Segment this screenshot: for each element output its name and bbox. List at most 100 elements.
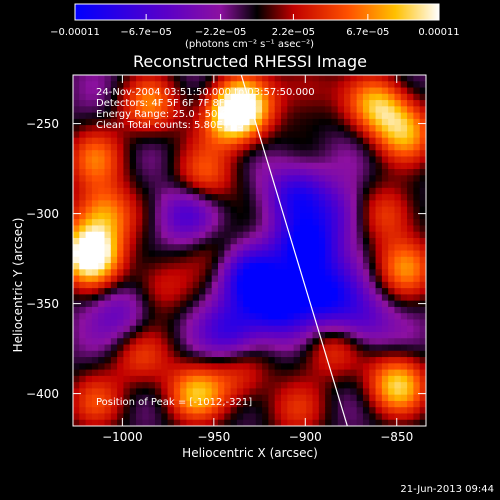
heatmap-cell: [369, 375, 377, 383]
heatmap-cell: [91, 363, 99, 371]
heatmap-cell: [381, 244, 389, 252]
heatmap-cell: [230, 143, 238, 151]
heatmap-cell: [85, 187, 93, 195]
heatmap-cell: [262, 156, 270, 164]
heatmap-cell: [243, 156, 251, 164]
heatmap-cell: [400, 338, 408, 346]
heatmap-cell: [129, 407, 137, 415]
heatmap-cell: [243, 363, 251, 371]
heatmap-cell: [325, 187, 333, 195]
heatmap-cell: [154, 231, 162, 239]
heatmap-cell: [192, 194, 200, 201]
heatmap-cell: [117, 288, 125, 295]
heatmap-cell: [110, 206, 118, 214]
heatmap-cell: [136, 363, 143, 371]
heatmap-cell: [356, 250, 364, 258]
heatmap-cell: [199, 350, 206, 358]
heatmap-cell: [337, 288, 345, 295]
heatmap-cell: [299, 338, 307, 346]
heatmap-cell: [186, 75, 194, 82]
heatmap-cell: [362, 388, 370, 396]
heatmap-cell: [154, 388, 162, 396]
heatmap-cell: [388, 106, 396, 114]
heatmap-cell: [356, 331, 364, 339]
heatmap-cell: [123, 212, 131, 220]
heatmap-cell: [249, 294, 257, 302]
heatmap-cell: [148, 131, 156, 139]
heatmap-cell: [413, 382, 421, 389]
heatmap-cell: [388, 187, 396, 195]
heatmap-cell: [293, 388, 301, 396]
heatmap-cell: [224, 325, 232, 333]
heatmap-cell: [249, 225, 257, 233]
heatmap-cell: [236, 187, 244, 195]
heatmap-cell: [129, 400, 137, 408]
heatmap-cell: [230, 388, 238, 396]
heatmap-cell: [98, 93, 106, 101]
heatmap-cell: [337, 206, 345, 214]
heatmap-cell: [91, 175, 99, 183]
heatmap-cell: [173, 143, 181, 151]
heatmap-cell: [91, 288, 99, 295]
heatmap-cell: [104, 269, 112, 277]
heatmap-cell: [79, 294, 87, 302]
heatmap-cell: [419, 112, 426, 120]
heatmap-cell: [79, 112, 87, 120]
heatmap-cell: [110, 263, 118, 270]
heatmap-cell: [236, 275, 244, 283]
heatmap-cell: [192, 250, 200, 258]
heatmap-cell: [356, 137, 364, 145]
heatmap-cell: [129, 118, 137, 126]
heatmap-cell: [337, 344, 345, 352]
heatmap-cell: [381, 350, 389, 358]
chart-title: Reconstructed RHESSI Image: [133, 52, 367, 71]
heatmap-cell: [413, 118, 421, 126]
heatmap-cell: [344, 106, 351, 114]
heatmap-cell: [419, 231, 426, 239]
heatmap-cell: [98, 81, 106, 89]
heatmap-cell: [281, 363, 288, 371]
heatmap-cell: [419, 382, 426, 389]
heatmap-cell: [419, 288, 426, 295]
heatmap-cell: [325, 250, 333, 258]
heatmap-cell: [249, 388, 257, 396]
heatmap-cell: [173, 137, 181, 145]
heatmap-cell: [362, 382, 370, 389]
heatmap-cell: [419, 125, 426, 133]
heatmap-cell: [161, 363, 169, 371]
heatmap-cell: [79, 375, 87, 383]
heatmap-cell: [129, 225, 137, 233]
heatmap-cell: [129, 338, 137, 346]
heatmap-cell: [255, 156, 263, 164]
heatmap-cell: [262, 331, 270, 339]
heatmap-cell: [281, 150, 288, 158]
heatmap-cell: [375, 237, 383, 245]
heatmap-cell: [180, 269, 188, 277]
heatmap-cell: [167, 363, 175, 371]
heatmap-cell: [255, 200, 263, 208]
heatmap-cell: [186, 231, 194, 239]
heatmap-cell: [167, 143, 175, 151]
heatmap-cell: [217, 363, 225, 371]
heatmap-cell: [306, 300, 314, 308]
heatmap-cell: [262, 181, 270, 189]
heatmap-cell: [104, 150, 112, 158]
heatmap-cell: [161, 369, 169, 377]
heatmap-cell: [419, 212, 426, 220]
heatmap-cell: [362, 256, 370, 264]
heatmap-cell: [211, 219, 219, 227]
heatmap-cell: [142, 100, 150, 107]
heatmap-cell: [337, 131, 345, 139]
heatmap-cell: [154, 187, 162, 195]
heatmap-cell: [312, 206, 320, 214]
heatmap-cell: [142, 407, 150, 415]
heatmap-cell: [110, 413, 118, 421]
heatmap-cell: [413, 394, 421, 402]
heatmap-cell: [419, 400, 426, 408]
heatmap-cell: [148, 219, 156, 227]
heatmap-cell: [136, 419, 143, 426]
heatmap-cell: [419, 118, 426, 126]
heatmap-cell: [375, 263, 383, 270]
heatmap-cell: [381, 294, 389, 302]
heatmap-cell: [79, 413, 87, 421]
